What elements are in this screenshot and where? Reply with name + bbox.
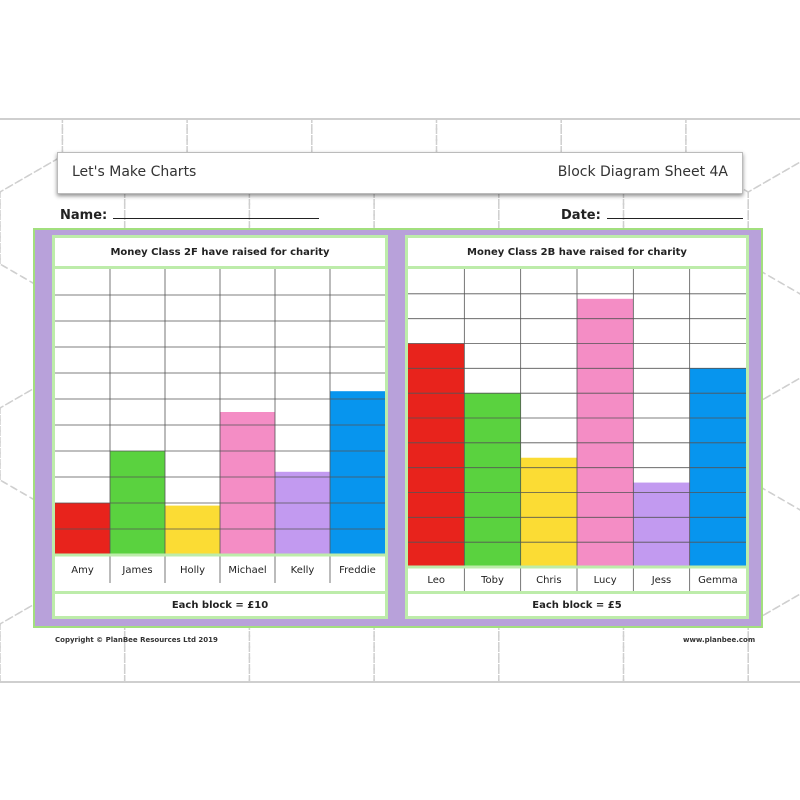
chart-title: Money Class 2F have raised for charity: [55, 238, 385, 269]
category-label-jess: Jess: [651, 575, 672, 586]
bar-michael: [220, 412, 275, 555]
chart-panel-class-2f: Money Class 2F have raised for charity A…: [52, 235, 388, 619]
category-label-lucy: Lucy: [594, 575, 617, 586]
grid-lines: [55, 269, 385, 583]
category-label-holly: Holly: [180, 565, 205, 576]
charts-frame: Money Class 2F have raised for charity A…: [33, 228, 763, 628]
category-label-gemma: Gemma: [698, 575, 738, 586]
worksheet: Let's Make Charts Block Diagram Sheet 4A…: [0, 118, 800, 683]
category-label-james: James: [121, 565, 152, 576]
bar-kelly: [275, 471, 330, 555]
block-key: Each block = £10: [55, 591, 385, 616]
bar-freddie: [330, 391, 385, 555]
bar-jess: [633, 482, 690, 567]
category-label-amy: Amy: [71, 565, 94, 576]
bar-toby: [464, 393, 521, 567]
bar-holly: [165, 505, 220, 555]
category-label-freddie: Freddie: [339, 565, 376, 576]
category-label-kelly: Kelly: [291, 565, 315, 576]
bar-leo: [408, 343, 465, 567]
name-line[interactable]: [113, 206, 320, 219]
bar-lucy: [577, 298, 634, 567]
category-label-leo: Leo: [427, 575, 445, 586]
date-line[interactable]: [606, 206, 743, 219]
category-label-chris: Chris: [536, 575, 561, 586]
grid-lines: [408, 269, 746, 591]
bar-chris: [520, 457, 577, 567]
date-field[interactable]: Date:: [561, 206, 743, 223]
block-key: Each block = £5: [408, 591, 746, 616]
category-label-toby: Toby: [480, 575, 504, 586]
website-link[interactable]: www.planbee.com: [683, 636, 756, 644]
bar-chart-class-2b: Leo Toby Chris Lucy Jess Gemma: [408, 269, 746, 591]
name-field[interactable]: Name:: [60, 206, 320, 223]
copyright-text: Copyright © PlanBee Resources Ltd 2019: [55, 636, 218, 644]
chart-panel-class-2b: Money Class 2B have raised for charity L…: [405, 235, 749, 619]
chart-title: Money Class 2B have raised for charity: [408, 238, 746, 269]
header-right-title: Block Diagram Sheet 4A: [557, 164, 728, 180]
name-label: Name:: [60, 208, 108, 223]
header-bar: Let's Make Charts Block Diagram Sheet 4A: [57, 152, 743, 194]
header-left-title: Let's Make Charts: [72, 164, 197, 180]
category-label-michael: Michael: [228, 565, 266, 576]
date-label: Date:: [561, 208, 601, 223]
bar-chart-class-2f: Amy James Holly Michael Kelly Freddie: [55, 269, 385, 583]
